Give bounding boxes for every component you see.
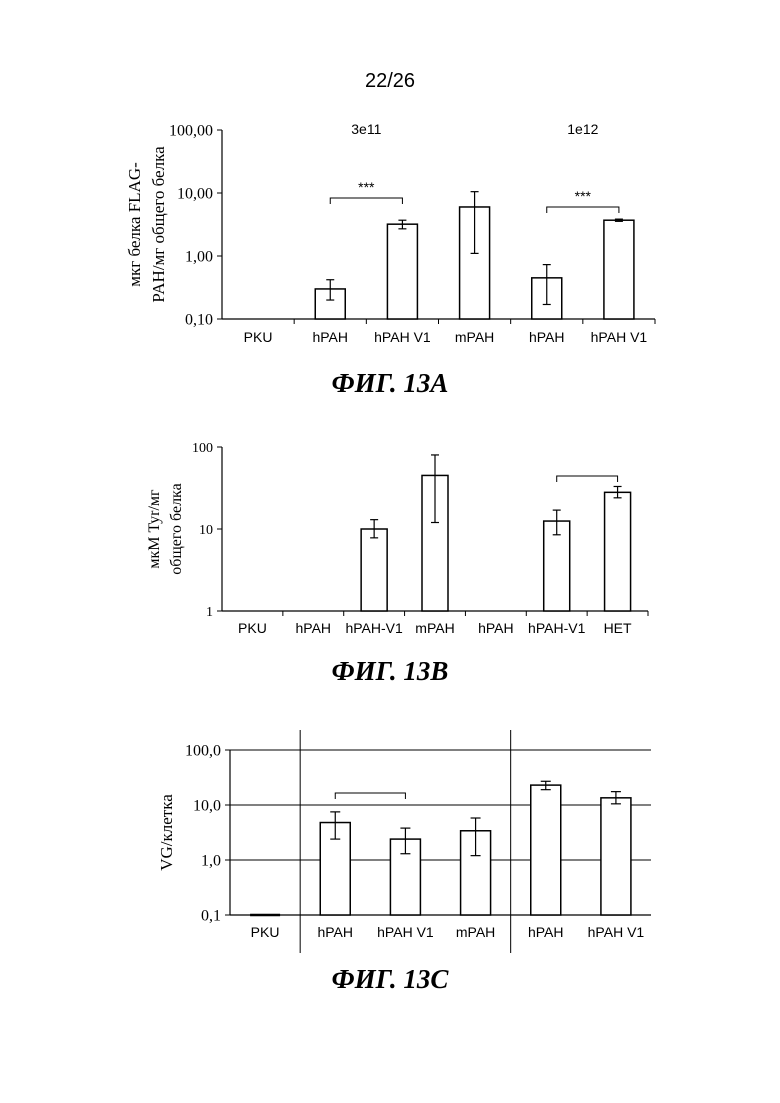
x-tick-label: hPAH V1 [591,329,648,345]
x-tick-label: PKU [251,924,280,940]
y-tick-label: 1,0 [201,853,221,870]
dose-annotation: 1e12 [567,121,598,137]
x-tick-label: hPAH-V1 [528,620,586,636]
significance-bracket [330,198,402,204]
y-tick-label: 100 [192,441,213,456]
y-tick-label: 100,00 [169,123,213,140]
bar [387,224,417,319]
y-tick-label: 0,1 [201,908,221,925]
caption-fig-13b: ФИГ. 13B [0,656,780,687]
bar [605,492,631,611]
caption-fig-13a: ФИГ. 13A [0,368,780,399]
bar [531,785,561,915]
significance-label: *** [358,179,375,195]
x-tick-label: PKU [238,620,267,636]
y-axis-label: мкг белка FLAG- [125,162,144,287]
x-tick-label: hPAH [312,329,348,345]
x-tick-label: mPAH [415,620,454,636]
significance-bracket [557,476,618,482]
y-tick-label: 0,10 [185,312,213,329]
y-tick-label: 10 [199,523,213,538]
x-tick-label: hPAH V1 [377,924,434,940]
x-tick-label: hPAH V1 [588,924,645,940]
x-tick-label: hPAH [478,620,514,636]
x-tick-label: PKU [244,329,273,345]
y-tick-label: 10,0 [193,798,221,815]
significance-label: *** [575,188,592,204]
x-tick-label: mPAH [456,924,495,940]
x-tick-label: hPAH V1 [374,329,431,345]
x-tick-label: hPAH [529,329,565,345]
bar [604,220,634,319]
chart-fig-13b: 1 10 100 PKU hPAH hPAH-V1 mPAH hPAH hPAH-V1 HET мк… [0,430,780,640]
y-axis-label: PAH/мг общего белка [149,146,168,303]
dose-annotation: 3e11 [351,121,381,137]
chart-fig-13a: 0,10 1,00 10,00 100,00 PKU hPAH hPAH V1 mPAH hPA… [0,110,780,360]
x-tick-label: HET [604,620,632,636]
chart-fig-13c: 0,1 1,0 10,0 100,0 PKU hPAH hPAH V1 mPAH hPAH hPA… [0,730,780,950]
caption-fig-13c: ФИГ. 13C [0,964,780,995]
page-number: 22/26 [0,70,780,93]
bar [601,798,631,915]
x-tick-label: hPAH [296,620,332,636]
y-tick-label: 100,0 [185,743,221,760]
bar [361,529,387,611]
x-tick-label: mPAH [455,329,494,345]
y-tick-label: 10,00 [177,186,213,203]
x-tick-label: hPAH [317,924,353,940]
y-tick-label: 1 [206,605,213,620]
y-axis-label: VG/клетка [157,794,176,871]
significance-bracket [335,793,405,799]
x-tick-label: hPAH [528,924,564,940]
y-axis-label: мкМ Tyr/мг [146,489,163,569]
x-tick-label: hPAH-V1 [345,620,403,636]
significance-bracket [547,207,619,213]
y-axis-label: общего белка [168,483,185,574]
y-tick-label: 1,00 [185,249,213,266]
